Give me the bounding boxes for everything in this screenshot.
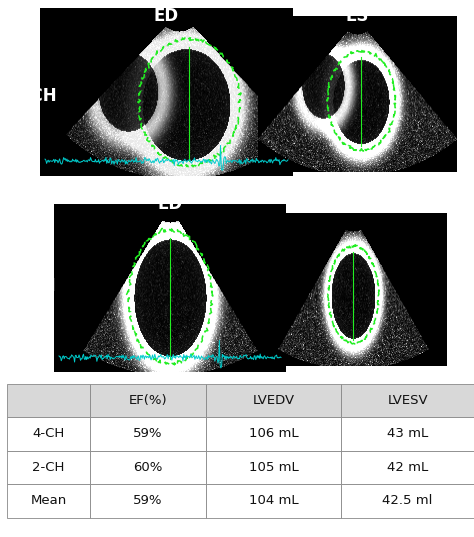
Text: LVESV: LVESV [387, 394, 428, 407]
Text: ES: ES [346, 7, 369, 25]
Text: ED: ED [154, 7, 179, 25]
Bar [341, 484, 474, 518]
Text: 4-CH: 4-CH [12, 87, 56, 105]
Text: 60%: 60% [134, 461, 163, 474]
Bar [341, 383, 474, 417]
Bar [7, 417, 90, 451]
Bar [206, 417, 341, 451]
Bar [90, 417, 206, 451]
Text: 104 mL: 104 mL [249, 494, 299, 507]
Text: Mean: Mean [30, 494, 67, 507]
Text: EF(%): EF(%) [129, 394, 167, 407]
Bar [7, 451, 90, 484]
Text: 42 mL: 42 mL [387, 461, 428, 474]
Text: LVEDV: LVEDV [253, 394, 295, 407]
Bar [7, 383, 90, 417]
Bar [206, 484, 341, 518]
Text: 42.5 ml: 42.5 ml [383, 494, 433, 507]
Text: 4-CH: 4-CH [32, 427, 65, 440]
Text: 59%: 59% [133, 494, 163, 507]
Text: 105 mL: 105 mL [249, 461, 299, 474]
Text: 2-CH: 2-CH [12, 277, 56, 295]
Bar [206, 383, 341, 417]
Bar [341, 417, 474, 451]
Bar [206, 451, 341, 484]
Text: 59%: 59% [133, 427, 163, 440]
Text: 43 mL: 43 mL [387, 427, 428, 440]
Text: 106 mL: 106 mL [249, 427, 299, 440]
Bar [90, 451, 206, 484]
Bar [341, 451, 474, 484]
Bar [7, 484, 90, 518]
Text: ED: ED [157, 195, 182, 213]
Bar [90, 383, 206, 417]
Text: ES: ES [346, 195, 369, 213]
Text: 2-CH: 2-CH [32, 461, 65, 474]
Bar [90, 484, 206, 518]
